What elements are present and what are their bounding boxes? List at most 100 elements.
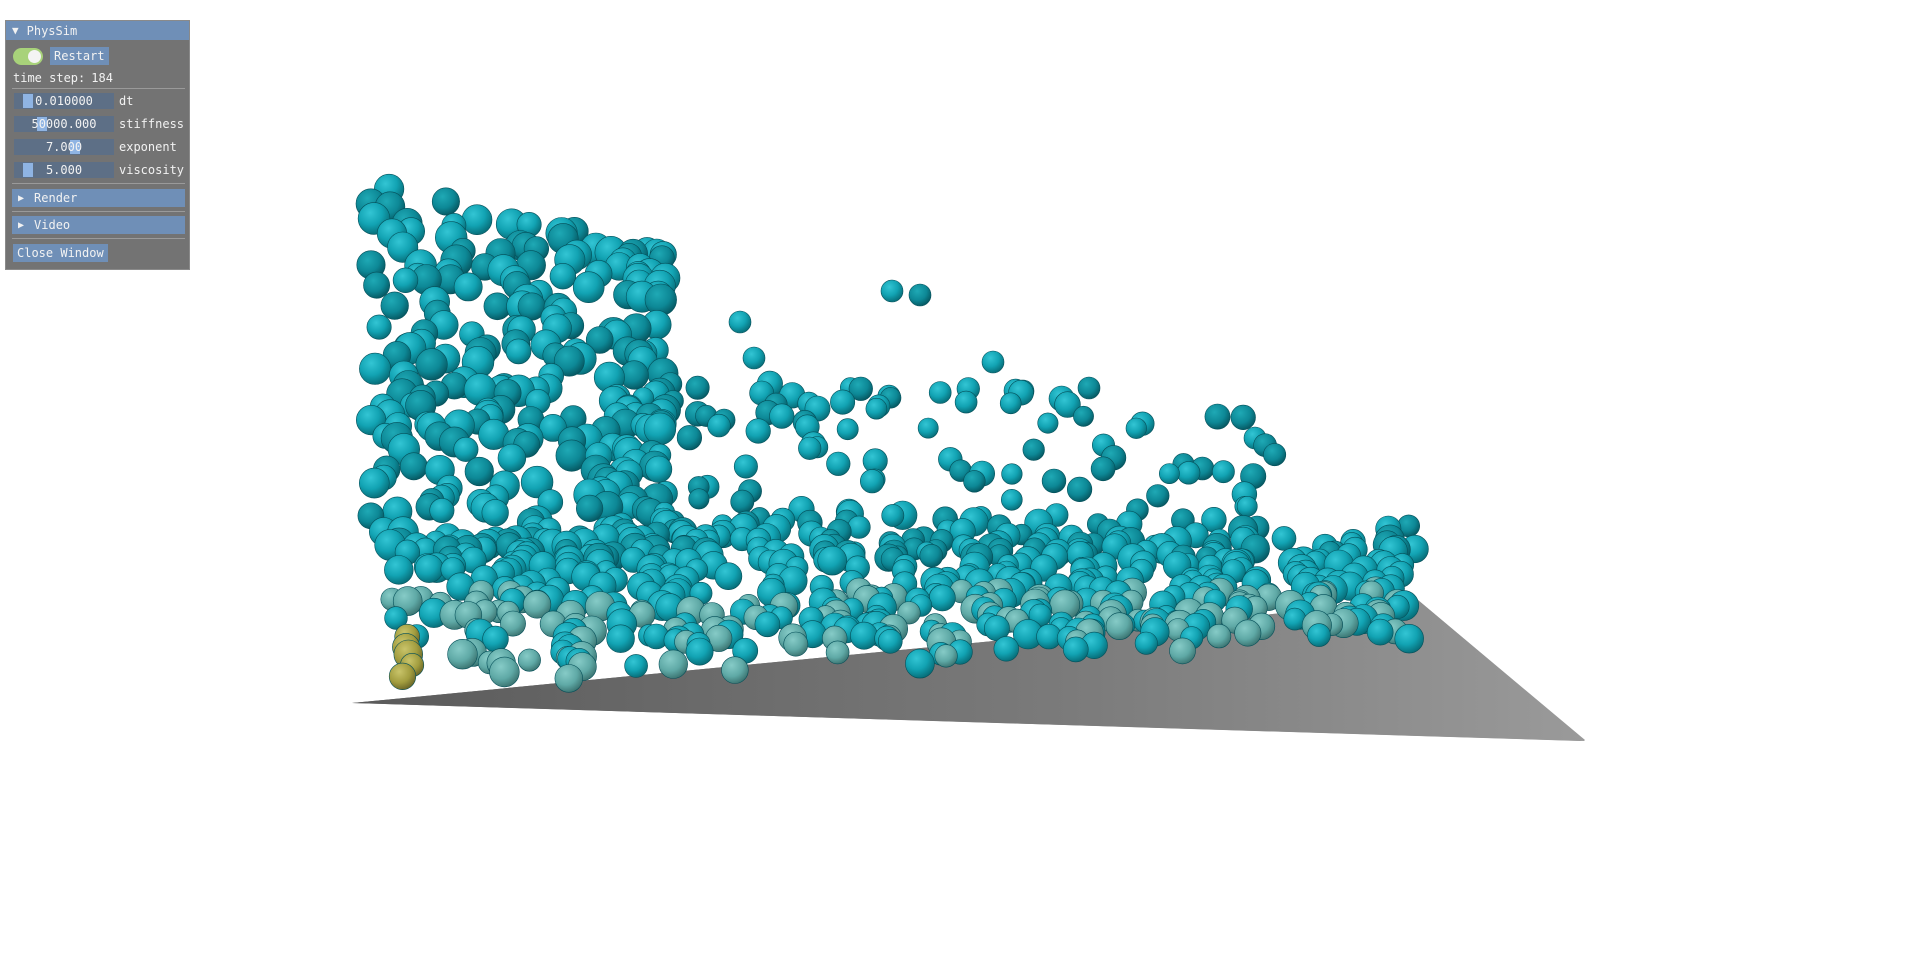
particle (783, 631, 809, 657)
particle (1090, 456, 1116, 482)
particle (572, 271, 605, 304)
particle (825, 640, 850, 665)
particle (431, 187, 460, 216)
time-step-value: 184 (91, 71, 113, 85)
particle (358, 467, 390, 499)
particle (549, 263, 577, 290)
collapse-triangle-icon[interactable]: ▼ (12, 24, 19, 37)
particle (643, 412, 677, 446)
particle (644, 455, 673, 483)
viscosity-value: 5.000 (45, 163, 83, 177)
expand-triangle-icon: ▶ (18, 192, 25, 204)
particle (517, 648, 541, 672)
slider-grab[interactable] (23, 94, 33, 108)
dt-value: 0.010000 (35, 94, 93, 108)
particle (522, 590, 552, 619)
particle (429, 497, 455, 523)
particle (606, 624, 635, 653)
particle (482, 625, 509, 653)
particle (881, 504, 905, 527)
toggle-knob (28, 49, 41, 63)
particle (728, 310, 752, 334)
expand-triangle-icon: ▶ (18, 219, 25, 231)
particle (919, 543, 944, 568)
particle (685, 637, 714, 666)
exponent-value: 7.000 (45, 140, 83, 154)
run-toggle[interactable] (13, 47, 43, 65)
particle (1105, 612, 1134, 641)
particle (999, 392, 1022, 415)
slider-grab[interactable] (37, 117, 47, 131)
particle (826, 451, 851, 476)
particle (733, 454, 758, 479)
slider-grab[interactable] (23, 163, 33, 177)
close-window-button[interactable]: Close Window (13, 244, 108, 262)
particle (1146, 484, 1170, 508)
divider (12, 238, 185, 239)
particle (1037, 412, 1059, 434)
particle (388, 662, 417, 691)
physsim-panel: ▼ PhysSim Restart time step: 184 0.01000… (5, 20, 190, 270)
particle (721, 656, 749, 684)
dt-slider[interactable]: 0.010000 (14, 93, 114, 109)
particle (658, 649, 688, 679)
particle (447, 638, 478, 670)
particle (1176, 461, 1201, 485)
particle (1234, 619, 1262, 647)
particle (575, 494, 604, 523)
particle (624, 654, 648, 678)
particle (1204, 403, 1231, 430)
stiffness-slider[interactable]: 50000.000 (14, 116, 114, 132)
particle (688, 488, 710, 510)
particle (384, 606, 408, 630)
particle (954, 390, 978, 414)
particle (505, 338, 532, 365)
exponent-slider[interactable]: 7.000 (14, 139, 114, 155)
particle (908, 283, 932, 307)
particle (1366, 618, 1394, 646)
particle (464, 456, 494, 487)
particle (453, 272, 483, 302)
particle (707, 413, 731, 438)
render-section-header[interactable]: ▶ Render (12, 189, 185, 207)
slider-grab[interactable] (70, 140, 80, 154)
particle (399, 452, 428, 481)
particle (481, 499, 509, 527)
particle (745, 418, 771, 444)
particle (554, 664, 583, 693)
particle (880, 279, 904, 303)
particle (1263, 443, 1287, 467)
particle (553, 345, 585, 377)
viscosity-label: viscosity (119, 163, 185, 177)
particle (1041, 468, 1067, 494)
particle (714, 562, 743, 591)
particle (830, 389, 856, 415)
particle (742, 346, 766, 370)
particle (928, 381, 952, 404)
particle (1066, 476, 1093, 503)
particle (769, 403, 795, 429)
particle (877, 628, 903, 654)
particle (1077, 376, 1101, 400)
restart-button[interactable]: Restart (50, 47, 109, 65)
particle (414, 554, 444, 583)
particle (1125, 417, 1147, 439)
particle (497, 443, 527, 473)
divider (12, 183, 185, 184)
particle (461, 204, 493, 235)
exponent-label: exponent (119, 140, 177, 154)
particle (981, 350, 1005, 374)
fluid-particles (355, 173, 1429, 693)
floor-plane-front (352, 600, 1585, 741)
video-section-header[interactable]: ▶ Video (12, 216, 185, 234)
particle (848, 376, 873, 401)
panel-title-bar[interactable]: ▼ PhysSim (6, 21, 189, 40)
particle (865, 397, 888, 420)
particle (380, 291, 409, 320)
particle (1073, 405, 1094, 427)
particle (1236, 495, 1258, 517)
viscosity-slider[interactable]: 5.000 (14, 162, 114, 178)
stiffness-label: stiffness (119, 117, 185, 131)
particle (384, 555, 414, 585)
